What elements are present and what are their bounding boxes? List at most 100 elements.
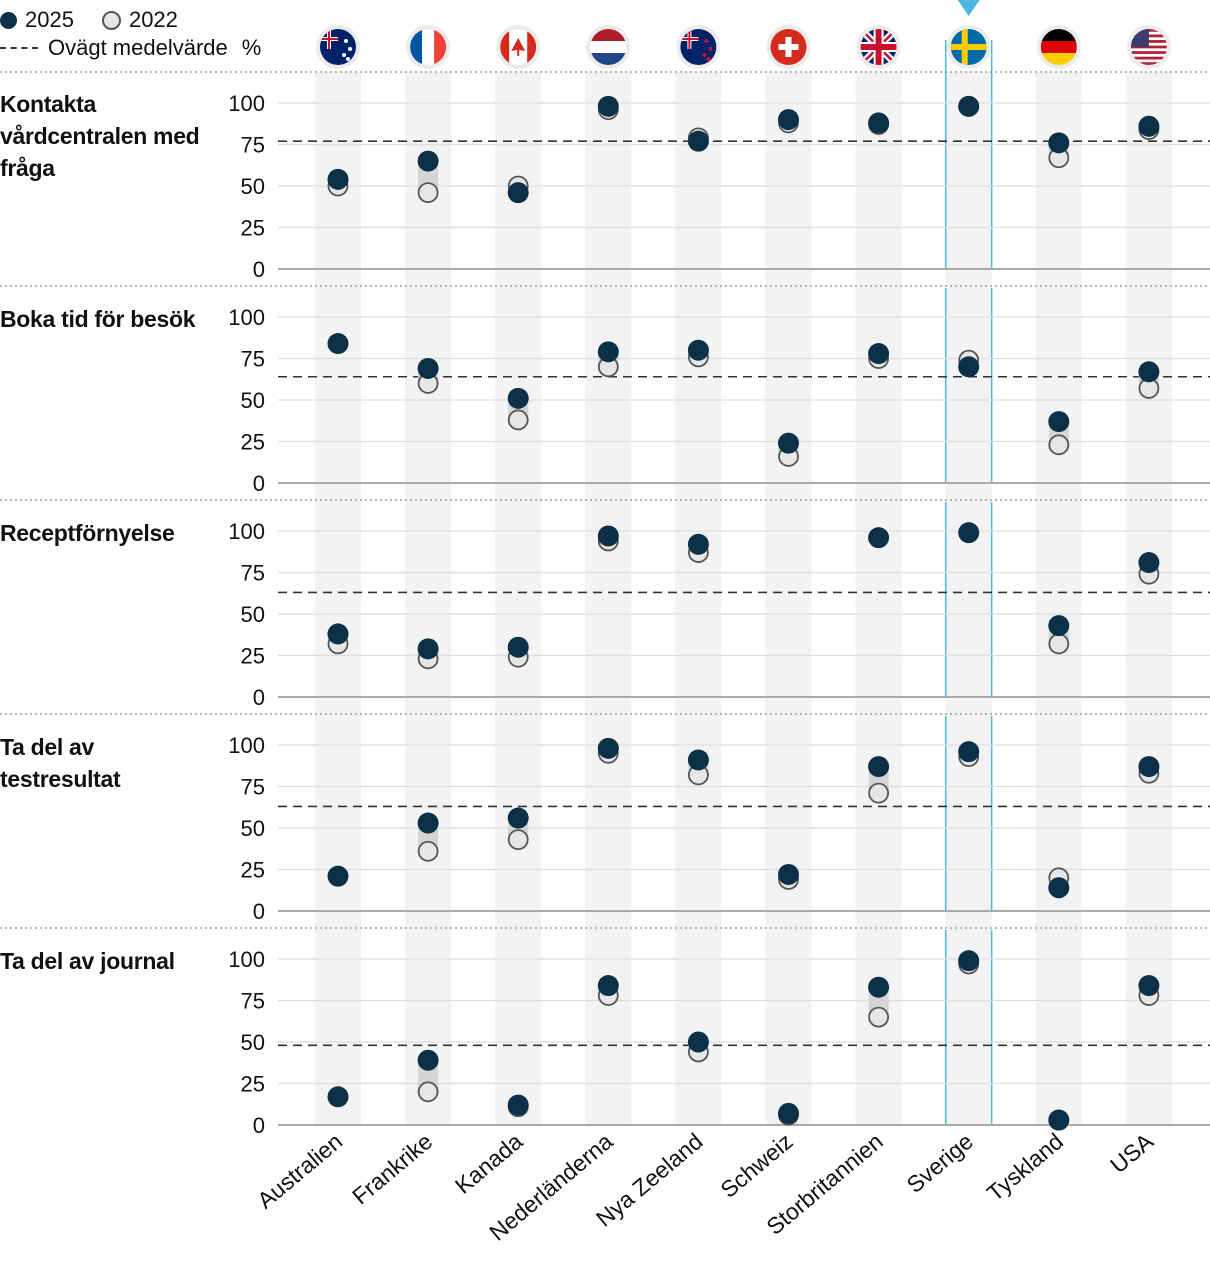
flag-shape (680, 29, 717, 65)
marker-2025 (1048, 1109, 1070, 1131)
marker-2025 (778, 432, 799, 454)
y-tick-label: 75 (241, 561, 265, 586)
x-tick-label: Frankrike (347, 1128, 437, 1210)
marker-2022 (507, 409, 529, 431)
marker-2022 (417, 182, 439, 204)
marker-2025 (1048, 132, 1070, 154)
panel-title-3: Receptförnyelse (0, 520, 175, 546)
marker-2025 (1048, 877, 1070, 899)
column-band (675, 72, 722, 1126)
marker-2025 (687, 749, 709, 771)
flag-star (348, 47, 352, 51)
flag-shape (434, 29, 447, 65)
legend-2025-label: 2025 (25, 7, 74, 32)
x-tick-label: USA (1105, 1127, 1158, 1178)
flag-shape (590, 41, 627, 53)
marker-2025 (1048, 615, 1070, 637)
marker-2022 (507, 829, 529, 851)
flag-shape (320, 29, 356, 65)
marker-2025 (778, 109, 799, 131)
uk-flag-icon (856, 25, 901, 69)
y-tick-label: 0 (253, 1113, 265, 1138)
flag-shape (410, 29, 423, 65)
marker-2025 (507, 387, 529, 409)
y-tick-label: 0 (253, 899, 265, 924)
flag-star (346, 57, 350, 61)
marker-2025 (687, 130, 709, 152)
column-band (495, 72, 542, 1126)
flag-art (1130, 29, 1167, 65)
panel-title-5: Ta del av journal (0, 948, 175, 974)
legend-average-label: Ovägt medelvärde (48, 35, 228, 60)
flag-art (410, 29, 447, 65)
flag-shape (527, 29, 537, 65)
marker-2025 (597, 737, 619, 759)
marker-2022 (868, 782, 889, 804)
legend-2022-label: 2022 (128, 7, 178, 32)
flag-star (702, 53, 707, 57)
marker-2025 (507, 807, 529, 829)
marker-2025 (1138, 975, 1160, 997)
highlight-arrow-icon (957, 0, 980, 16)
x-tick-label: Tyskland (982, 1128, 1068, 1206)
marker-2025 (1138, 552, 1160, 574)
flag-shape (1040, 29, 1077, 41)
y-tick-label: 50 (241, 602, 265, 627)
marker-2025 (958, 522, 980, 544)
y-tick-label: 25 (241, 1072, 265, 1097)
legend-unit: % (241, 35, 262, 60)
flag-art (680, 29, 717, 65)
marker-2025 (778, 1102, 799, 1124)
marker-2025 (597, 95, 619, 117)
flag-star (706, 57, 711, 61)
flag-art (320, 29, 356, 65)
marker-2022 (417, 1081, 439, 1103)
flag-shape (1130, 51, 1167, 54)
canada-flag-icon (496, 25, 541, 69)
marker-2022 (417, 840, 439, 862)
marker-2025 (327, 168, 349, 190)
australia-flag-icon (316, 25, 360, 69)
flag-shape (1130, 62, 1167, 65)
flag-art (590, 29, 627, 65)
y-tick-label: 25 (241, 430, 265, 455)
panel-title-2: Boka tid för besök (0, 306, 196, 332)
marker-2025 (868, 756, 890, 778)
marker-2025 (868, 343, 890, 365)
sweden-flag-icon (946, 25, 991, 69)
flag-shape (1130, 56, 1167, 60)
marker-2025 (597, 341, 619, 363)
flag-shape (1040, 41, 1077, 53)
marker-2025 (507, 636, 529, 658)
marker-2025 (327, 333, 349, 355)
x-tick-label: Sverige (901, 1128, 977, 1198)
marker-2025 (687, 533, 709, 555)
usa-flag-icon (1126, 25, 1171, 69)
marker-2025 (868, 976, 890, 998)
flag-art (500, 29, 537, 65)
flag-shape (328, 29, 330, 49)
column-band (765, 72, 812, 1126)
y-tick-label: 100 (228, 733, 265, 758)
flag-shape (590, 53, 627, 65)
marker-2025 (507, 1094, 529, 1116)
marker-2025 (687, 339, 709, 361)
marker-2025 (958, 950, 980, 972)
column-band (855, 72, 902, 1126)
flag-shape (590, 29, 627, 41)
y-tick-label: 100 (228, 305, 265, 330)
legend-average-line (0, 47, 38, 49)
marker-2025 (958, 741, 980, 763)
marker-2025 (417, 638, 439, 660)
y-tick-label: 50 (241, 174, 265, 199)
flag-leaf (511, 38, 526, 56)
france-flag-icon (406, 25, 451, 69)
marker-2025 (417, 812, 439, 834)
column-band (1125, 72, 1172, 1126)
y-tick-label: 50 (241, 816, 265, 841)
x-tick-label: Australien (252, 1128, 347, 1214)
y-tick-label: 50 (241, 1030, 265, 1055)
marker-2025 (1138, 361, 1160, 383)
marker-2022 (1048, 633, 1070, 655)
